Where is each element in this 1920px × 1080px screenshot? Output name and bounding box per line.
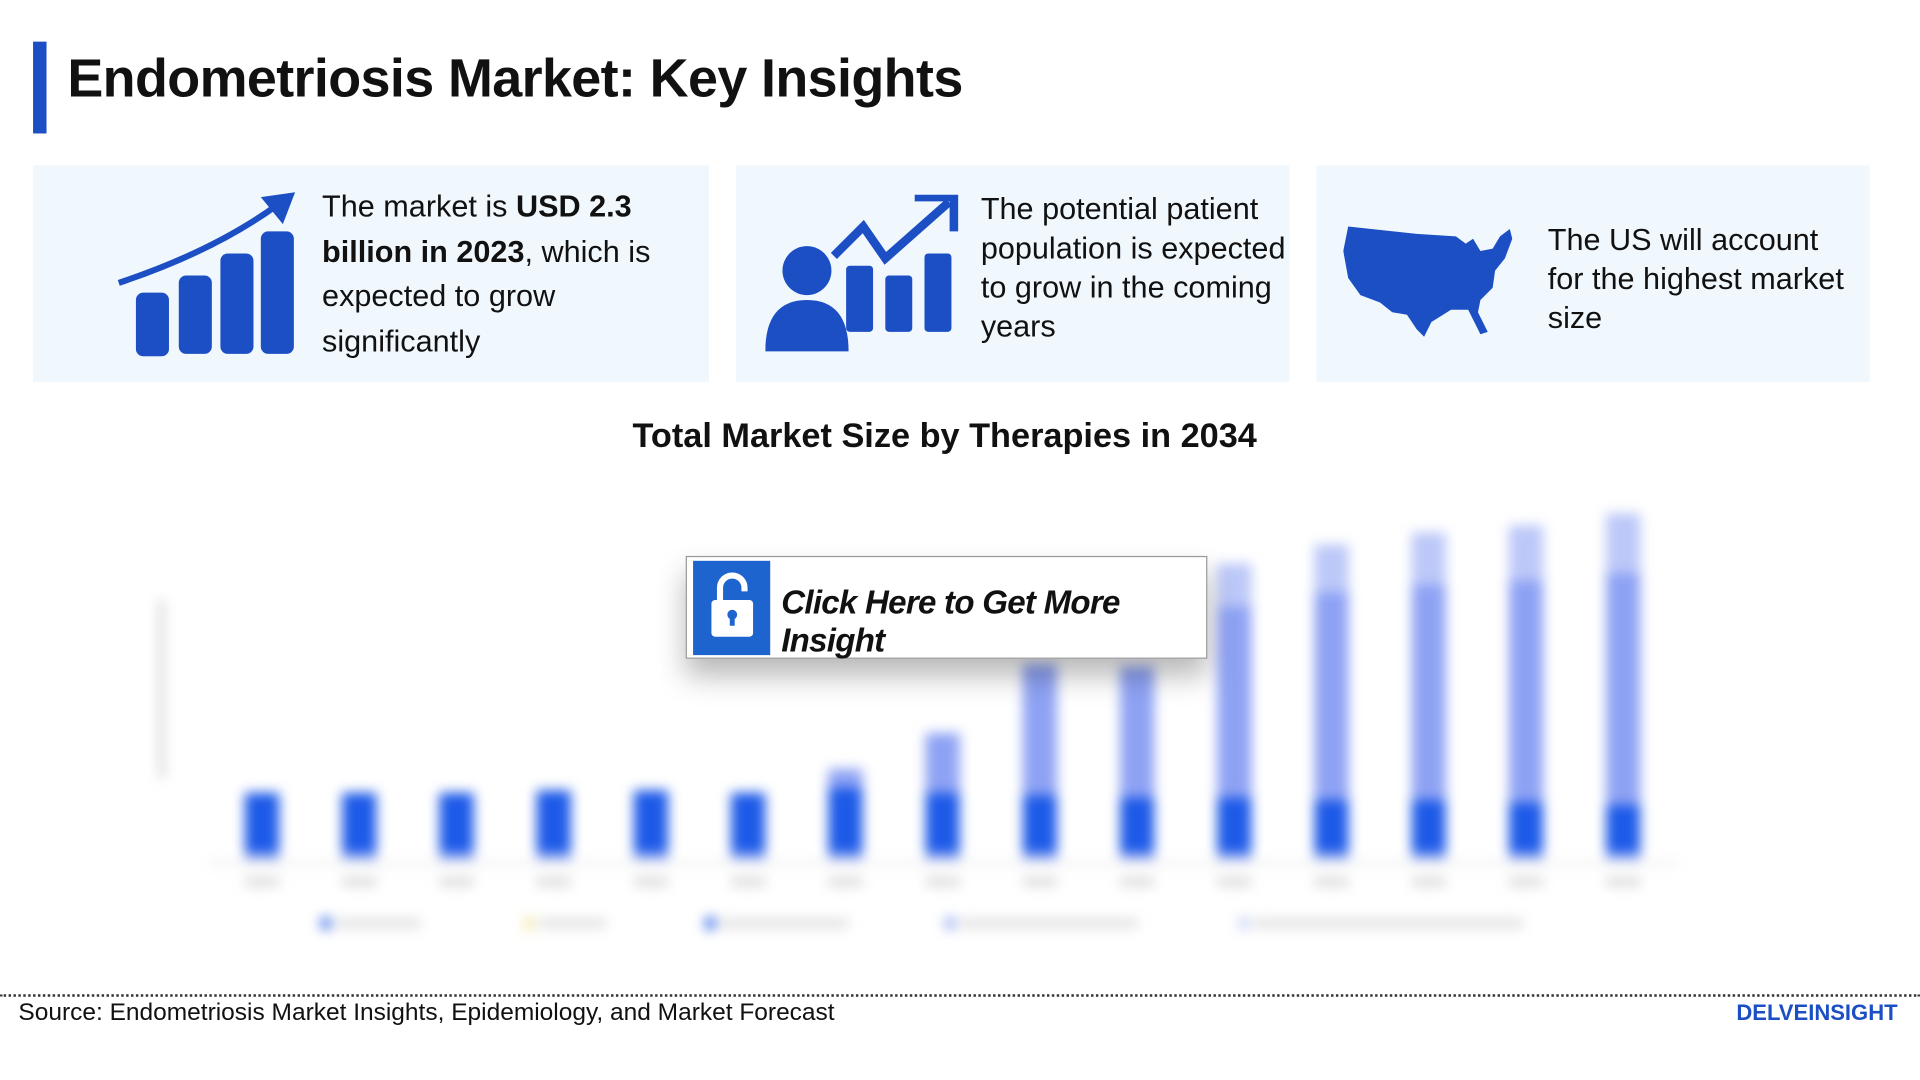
- cta-label: Click Here to Get More Insight: [781, 584, 1120, 659]
- bar-segment: [731, 792, 766, 853]
- x-tick-label-blurred: [1314, 876, 1349, 887]
- bar-segment: [731, 852, 766, 860]
- bar-segment: [1411, 532, 1446, 586]
- title-accent-bar: [33, 41, 47, 134]
- insight-text: The US will account for the highest mark…: [1547, 222, 1844, 336]
- x-tick-label-blurred: [439, 876, 474, 887]
- legend-label-blurred: [538, 918, 607, 929]
- source-text: Source: Endometriosis Market Insights, E…: [18, 999, 835, 1027]
- bar-segment: [1606, 573, 1641, 805]
- bar-segment: [1217, 563, 1252, 607]
- x-tick-label-blurred: [1119, 876, 1155, 887]
- bar-segment: [1508, 852, 1544, 860]
- bar-segment: [1606, 513, 1641, 574]
- chart-title: Total Market Size by Therapies in 2034: [632, 416, 1257, 455]
- bar-segment: [536, 852, 571, 860]
- bar-segment: [1314, 852, 1349, 860]
- bar-segment: [1314, 799, 1349, 853]
- bar-segment: [925, 792, 960, 853]
- bar-segment: [633, 852, 669, 860]
- x-tick-label-blurred: [828, 876, 863, 887]
- bar-segment: [925, 733, 960, 793]
- bar-segment: [1022, 795, 1057, 853]
- insight-card-market-size: The market is USD 2.3 billion in 2023, w…: [33, 165, 709, 383]
- legend-swatch: [705, 917, 716, 930]
- legend-label-blurred: [1253, 918, 1524, 929]
- bar-segment: [1314, 544, 1349, 593]
- bar-segment: [1411, 799, 1446, 853]
- bar-segment: [1022, 852, 1057, 860]
- x-tick-label-blurred: [1411, 876, 1446, 887]
- us-map-icon: [1343, 226, 1513, 337]
- unlock-icon: [693, 560, 771, 656]
- bar-segment: [1508, 802, 1544, 853]
- insight-card-us-market: The US will account for the highest mark…: [1316, 165, 1870, 383]
- insight-text: The potential patient population is expe…: [980, 192, 1286, 345]
- bar-segment: [1411, 585, 1446, 800]
- insight-card-patient-population: The potential patient population is expe…: [735, 165, 1290, 383]
- get-more-insight-button[interactable]: Click Here to Get More Insight: [685, 555, 1208, 659]
- patient-growth-icon: [765, 194, 959, 352]
- legend-label-blurred: [720, 918, 849, 929]
- bar-segment: [1119, 797, 1155, 853]
- legend-swatch: [945, 917, 956, 930]
- bar-segment: [439, 792, 474, 853]
- bar-segment: [828, 787, 863, 853]
- x-tick-label-blurred: [244, 876, 280, 887]
- delveinsight-logo: DELVEINSIGHT: [1736, 1000, 1898, 1025]
- footer-divider: [0, 994, 1920, 997]
- bar-segment: [1119, 852, 1155, 860]
- bar-segment: [342, 792, 377, 853]
- legend-swatch: [320, 917, 331, 930]
- bar-segment: [244, 852, 280, 860]
- legend-label-blurred: [960, 918, 1138, 929]
- x-tick-label-blurred: [731, 876, 766, 887]
- x-tick-label-blurred: [342, 876, 377, 887]
- bar-segment: [1217, 852, 1252, 860]
- bar-segment: [828, 852, 863, 860]
- insight-text: The market is USD 2.3 billion in 2023, w…: [322, 189, 651, 359]
- legend-swatch: [1239, 917, 1249, 930]
- bar-segment: [1508, 525, 1544, 581]
- x-tick-label-blurred: [1022, 876, 1057, 887]
- bar-segment: [925, 852, 960, 860]
- x-tick-label-blurred: [633, 876, 669, 887]
- bar-segment: [633, 790, 669, 853]
- x-tick-label-blurred: [1606, 876, 1641, 887]
- bar-segment: [1217, 797, 1252, 853]
- legend-label-blurred: [335, 918, 422, 929]
- stacked-bar-chart: [159, 513, 1678, 930]
- bar-segment: [1508, 580, 1544, 803]
- x-tick-label-blurred: [1508, 876, 1544, 887]
- bar-segment: [1119, 666, 1155, 798]
- bar-segment: [342, 852, 377, 860]
- bar-segment: [1314, 592, 1349, 800]
- x-tick-label-blurred: [925, 876, 960, 887]
- x-tick-label-blurred: [536, 876, 571, 887]
- page-title: Endometriosis Market: Key Insights: [67, 48, 963, 109]
- bar-segment: [439, 852, 474, 860]
- bar-segment: [1217, 606, 1252, 798]
- bar-segment: [828, 768, 863, 788]
- bar-segment: [536, 790, 571, 853]
- bar-segment: [1411, 852, 1446, 860]
- bar-segment: [1606, 804, 1641, 853]
- bar-segment: [244, 792, 280, 853]
- growth-bar-chart-icon: [117, 192, 296, 357]
- bar-segment: [1022, 663, 1057, 796]
- bar-segment: [1606, 852, 1641, 860]
- legend-swatch: [524, 917, 534, 930]
- x-tick-label-blurred: [1217, 876, 1252, 887]
